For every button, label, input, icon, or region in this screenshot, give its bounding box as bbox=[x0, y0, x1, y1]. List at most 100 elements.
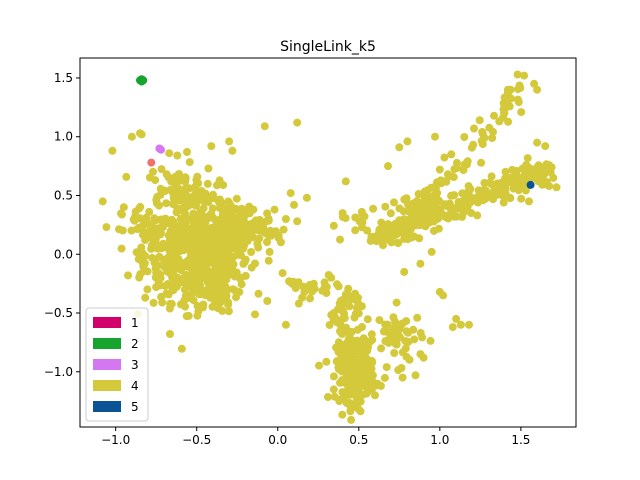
data-point bbox=[236, 273, 245, 282]
data-point bbox=[434, 224, 443, 233]
data-point bbox=[470, 124, 478, 133]
data-point bbox=[533, 85, 542, 94]
data-point bbox=[384, 162, 392, 171]
data-point bbox=[228, 285, 237, 294]
points-layer bbox=[98, 70, 561, 424]
data-point bbox=[392, 340, 401, 349]
data-point bbox=[478, 140, 487, 149]
data-point bbox=[224, 215, 233, 224]
data-point bbox=[381, 320, 390, 329]
data-point bbox=[463, 202, 472, 211]
data-point bbox=[193, 311, 202, 320]
data-point bbox=[524, 166, 533, 175]
data-point bbox=[416, 350, 425, 359]
data-point bbox=[363, 372, 372, 381]
data-point bbox=[264, 256, 273, 265]
data-point bbox=[354, 405, 363, 414]
data-point bbox=[162, 289, 171, 298]
data-point bbox=[499, 198, 508, 207]
series-3 bbox=[155, 144, 165, 154]
data-point bbox=[141, 293, 150, 302]
data-point bbox=[352, 304, 361, 312]
data-point bbox=[159, 239, 168, 248]
data-point bbox=[341, 177, 350, 186]
data-point bbox=[324, 393, 332, 401]
x-tick-label: 1.0 bbox=[430, 433, 449, 447]
data-point bbox=[469, 140, 478, 149]
data-point bbox=[149, 298, 158, 307]
data-point bbox=[191, 233, 200, 242]
data-point bbox=[501, 167, 510, 176]
y-tick-label: 1.5 bbox=[54, 71, 73, 85]
data-point bbox=[329, 221, 338, 230]
data-point bbox=[211, 224, 220, 233]
data-point bbox=[343, 391, 352, 400]
data-point bbox=[157, 165, 166, 174]
plot-frame bbox=[79, 57, 577, 428]
data-point bbox=[276, 238, 285, 247]
data-point bbox=[485, 190, 494, 199]
data-point bbox=[329, 385, 338, 394]
data-point bbox=[403, 137, 412, 146]
data-point bbox=[237, 220, 246, 229]
data-point bbox=[147, 158, 156, 167]
data-point bbox=[355, 217, 364, 226]
data-point bbox=[351, 310, 360, 319]
data-point bbox=[127, 132, 136, 141]
data-point bbox=[232, 194, 241, 203]
data-point bbox=[443, 213, 452, 222]
data-point bbox=[137, 243, 146, 252]
data-point bbox=[281, 215, 290, 223]
data-point bbox=[239, 237, 248, 246]
data-point bbox=[214, 304, 223, 313]
data-point bbox=[270, 205, 279, 214]
data-point bbox=[368, 335, 377, 344]
data-point bbox=[181, 291, 190, 300]
data-point bbox=[243, 207, 252, 216]
data-point bbox=[421, 206, 430, 215]
data-point bbox=[382, 363, 391, 372]
series-2 bbox=[136, 75, 148, 86]
data-point bbox=[526, 180, 535, 189]
series-5 bbox=[526, 180, 535, 189]
data-point bbox=[174, 255, 183, 263]
data-point bbox=[180, 285, 189, 294]
data-point bbox=[143, 267, 152, 276]
data-point bbox=[392, 298, 401, 307]
data-point bbox=[177, 176, 186, 185]
data-point bbox=[338, 314, 347, 323]
data-point bbox=[196, 225, 205, 234]
data-point bbox=[207, 142, 216, 151]
data-point bbox=[413, 313, 422, 322]
data-point bbox=[254, 289, 263, 298]
data-point bbox=[174, 278, 183, 287]
data-point bbox=[322, 357, 331, 366]
data-point bbox=[465, 320, 473, 329]
data-point bbox=[298, 293, 307, 302]
data-point bbox=[189, 198, 197, 207]
data-point bbox=[223, 261, 232, 270]
data-point bbox=[402, 352, 411, 361]
data-point bbox=[158, 298, 167, 307]
data-point bbox=[230, 272, 239, 281]
data-point bbox=[338, 209, 347, 218]
data-point bbox=[260, 122, 269, 131]
data-point bbox=[175, 170, 183, 178]
data-point bbox=[416, 329, 425, 337]
data-point bbox=[538, 180, 547, 189]
data-point bbox=[351, 226, 360, 235]
x-tick-label: 0.5 bbox=[349, 433, 368, 447]
legend-label: 5 bbox=[131, 400, 139, 414]
data-point bbox=[344, 284, 353, 293]
data-point bbox=[196, 208, 205, 217]
legend: 1 2 3 4 5 bbox=[85, 307, 149, 422]
data-point bbox=[538, 166, 546, 175]
data-point bbox=[164, 173, 173, 182]
data-point bbox=[473, 211, 482, 220]
data-point bbox=[306, 294, 314, 303]
data-point bbox=[504, 117, 513, 126]
data-point bbox=[420, 212, 429, 221]
data-point bbox=[348, 361, 357, 370]
data-point bbox=[343, 376, 352, 384]
data-point bbox=[500, 184, 509, 193]
